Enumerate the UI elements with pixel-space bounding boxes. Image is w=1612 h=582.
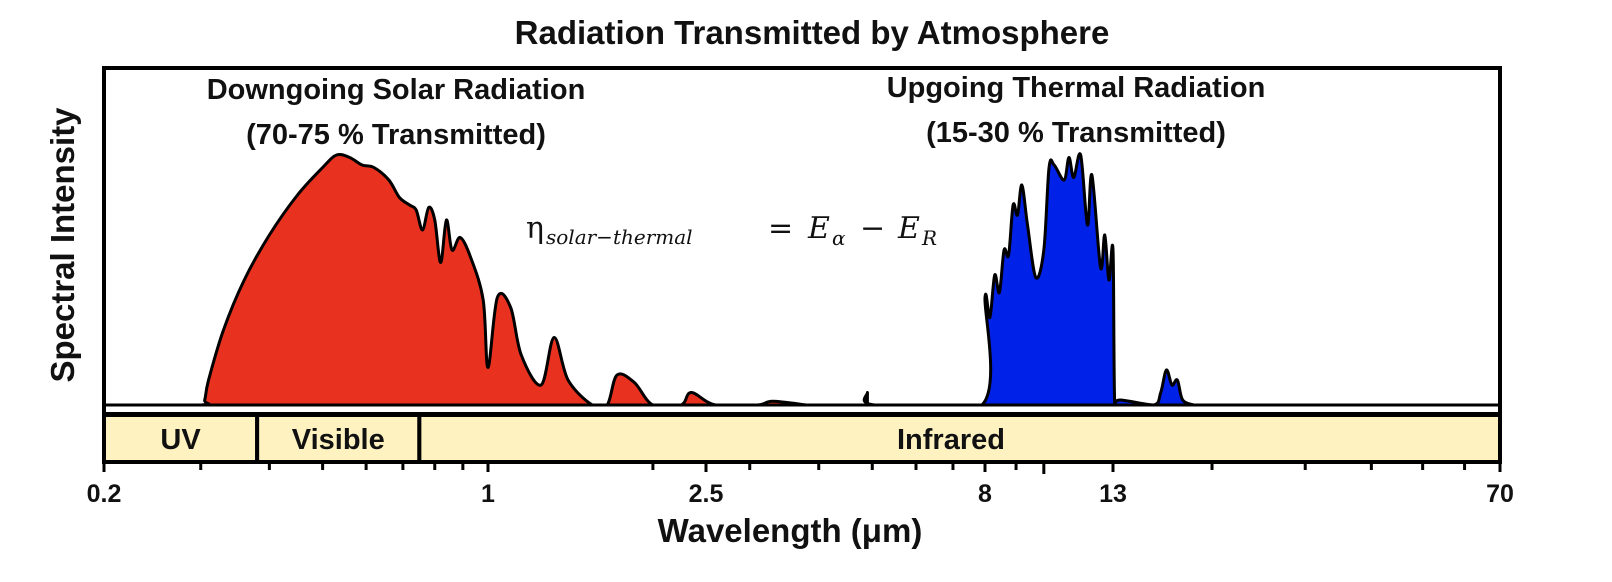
x-tick-label: 0.2 [87, 480, 122, 508]
x-tick-label: 1 [481, 480, 495, 508]
thermal-annotation-line1: Upgoing Thermal Radiation [887, 72, 1266, 104]
x-tick-label: 2.5 [689, 480, 724, 508]
band-label-infrared: Infrared [897, 424, 1005, 456]
x-tick-label: 8 [978, 480, 992, 508]
eq-term2: E [897, 211, 920, 246]
band-uv [102, 413, 260, 464]
band-label-visible: Visible [292, 424, 385, 456]
x-axis-title: Wavelength (μm) [658, 512, 923, 549]
x-tick-label: 13 [1099, 480, 1127, 508]
solar-annotation-line2: (70-75 % Transmitted) [246, 119, 546, 151]
x-axis-ticks: 0.2 1 2.5 8 13 70 [87, 462, 1514, 508]
eq-term1-subscript: α [832, 226, 846, 250]
solar-annotation-line1: Downgoing Solar Radiation [207, 74, 586, 106]
eq-term1: E [807, 211, 830, 246]
band-infrared [417, 413, 1502, 464]
eq-equals: = [768, 211, 793, 246]
spectral-band-strip: UV Visible Infrared [102, 413, 1502, 464]
x-tick-label: 70 [1486, 480, 1514, 508]
thermal-annotation-line2: (15-30 % Transmitted) [926, 117, 1226, 149]
efficiency-equation: η solar−thermal = E α − E R [526, 211, 937, 250]
band-visible [255, 413, 422, 464]
eq-term2-subscript: R [921, 226, 937, 250]
eq-eta-subscript: solar−thermal [546, 225, 693, 249]
eq-minus: − [860, 211, 885, 246]
y-axis-title: Spectral Intensity [44, 107, 81, 383]
chart-title: Radiation Transmitted by Atmosphere [515, 14, 1110, 51]
band-label-uv: UV [160, 424, 201, 456]
series-layer [102, 152, 1196, 407]
solar-radiation-area [102, 152, 808, 407]
eq-eta: η [526, 211, 544, 246]
